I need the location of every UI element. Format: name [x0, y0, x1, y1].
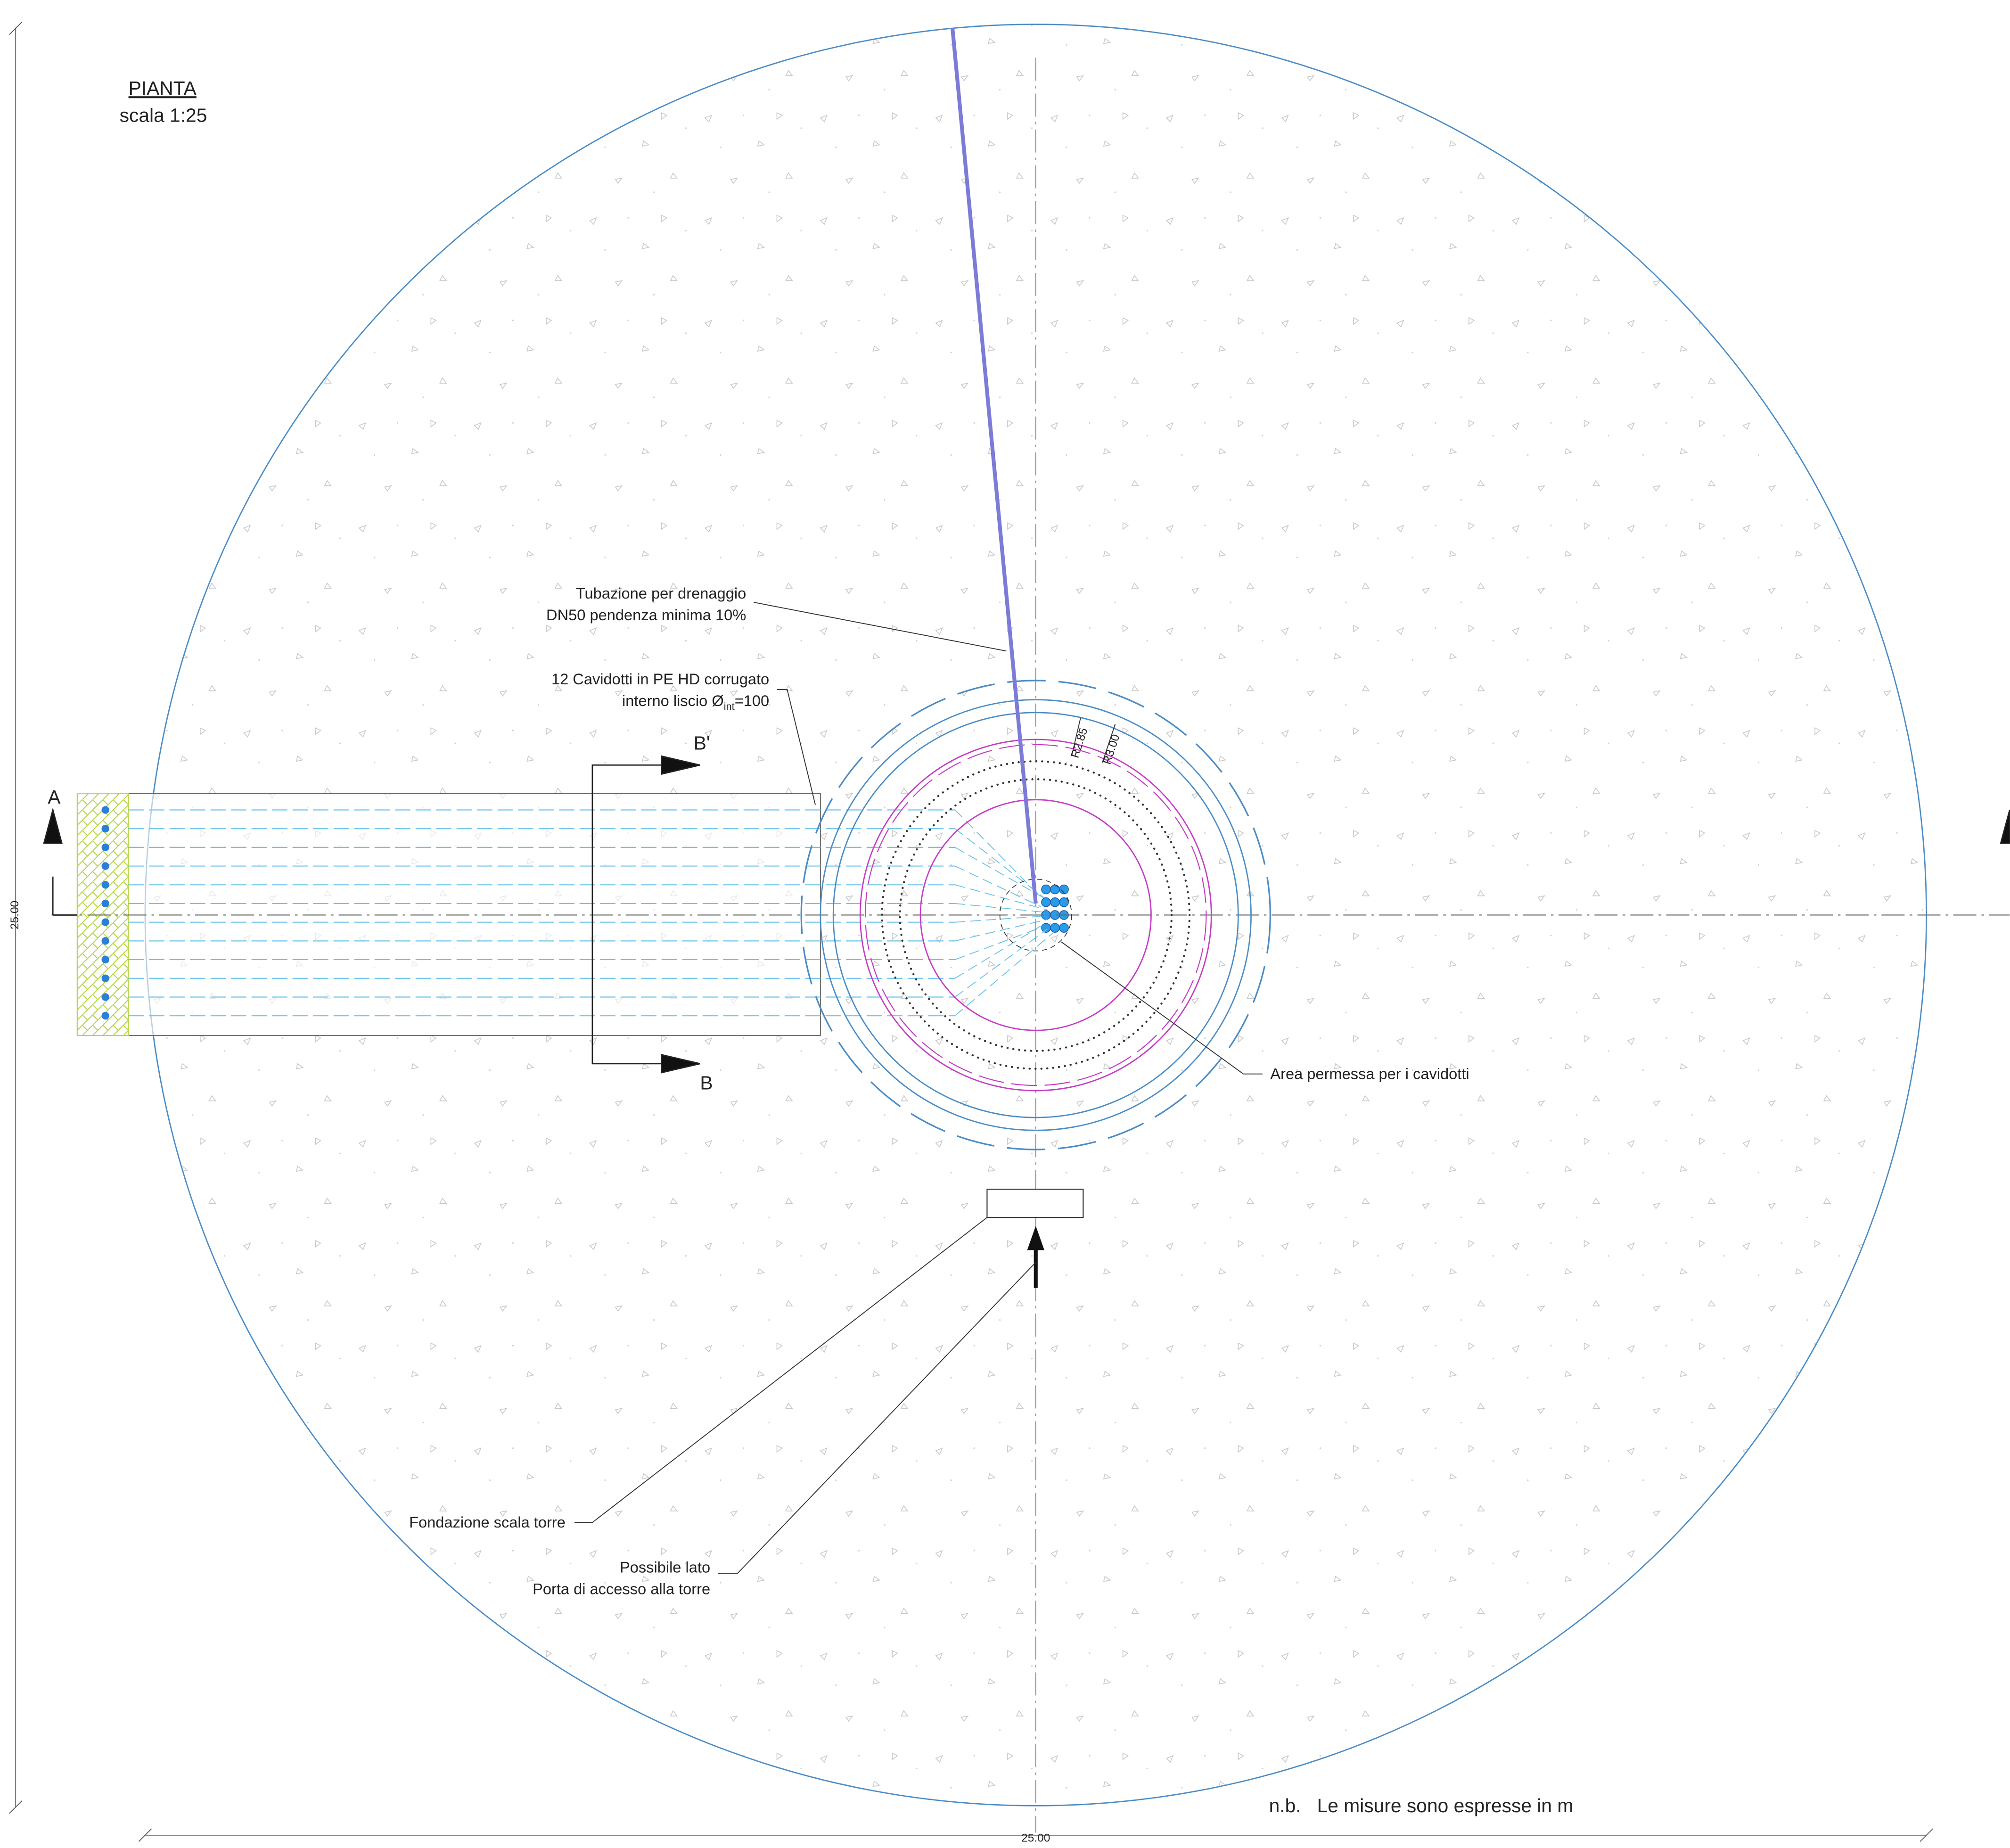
label: DN50 pendenza minima 10%: [546, 606, 746, 624]
stair-foundation: [986, 1189, 1084, 1218]
duct: [954, 847, 1054, 904]
section-label: B': [694, 732, 710, 754]
dimension: 25.00: [8, 901, 21, 929]
duct: [955, 903, 1054, 914]
duct: [954, 925, 1042, 979]
note: n.b. Le misure sono espresse in m: [1269, 1795, 1574, 1816]
duct: [101, 806, 109, 814]
label: 12 Cavidotti in PE HD corrugato: [551, 670, 769, 688]
duct: [101, 1012, 109, 1020]
duct: [1050, 884, 1060, 895]
label: Possibile lato: [620, 1558, 710, 1576]
duct: [1041, 884, 1051, 895]
label: Porta di accesso alla torre: [533, 1580, 710, 1598]
section-markers: [43, 755, 2010, 1074]
duct: [101, 862, 109, 870]
duct: [954, 828, 1048, 901]
scale: scala 1:25: [120, 104, 207, 126]
label: Fondazione scala torre: [409, 1513, 566, 1531]
duct: [101, 937, 109, 945]
dimension-lines: [9, 21, 1933, 1842]
duct: [1059, 884, 1069, 895]
duct: [1041, 897, 1051, 907]
drainage-pipe: [950, 28, 1038, 904]
duct: [101, 881, 109, 889]
section-label: A: [48, 786, 61, 808]
section-label: B: [700, 1072, 713, 1093]
label: Tubazione per drenaggio: [576, 584, 746, 602]
label: Area permessa per i cavidotti: [1270, 1065, 1469, 1083]
duct: [101, 993, 109, 1001]
duct: [1059, 897, 1069, 907]
duct: [1041, 923, 1051, 933]
door-arrow: [1027, 1225, 1044, 1288]
label: interno liscio Øint=100: [622, 692, 769, 712]
leader-lines: [574, 602, 1263, 1575]
duct: [101, 899, 109, 908]
duct: [955, 865, 1042, 907]
duct: [955, 922, 1054, 960]
duct: [101, 825, 109, 833]
duct: [101, 843, 109, 852]
duct: [954, 809, 1042, 898]
ducts: [101, 806, 1069, 1020]
label-part: =100: [735, 692, 769, 709]
title: PIANTA: [129, 77, 197, 99]
duct: [1059, 923, 1069, 933]
label-sub: int: [724, 700, 735, 712]
duct: [101, 918, 109, 926]
duct: [1050, 897, 1060, 907]
duct: [954, 932, 1054, 1016]
dimension: 25.00: [1021, 1832, 1050, 1844]
duct: [101, 955, 109, 964]
duct: [101, 974, 109, 982]
label-part: interno liscio Ø: [622, 692, 724, 709]
trench: [77, 793, 821, 1036]
duct: [955, 919, 1048, 942]
duct: [1050, 923, 1060, 933]
tower-rings: [800, 680, 1271, 1150]
duct: [955, 884, 1048, 911]
duct: [954, 928, 1048, 998]
duct: [955, 916, 1041, 923]
